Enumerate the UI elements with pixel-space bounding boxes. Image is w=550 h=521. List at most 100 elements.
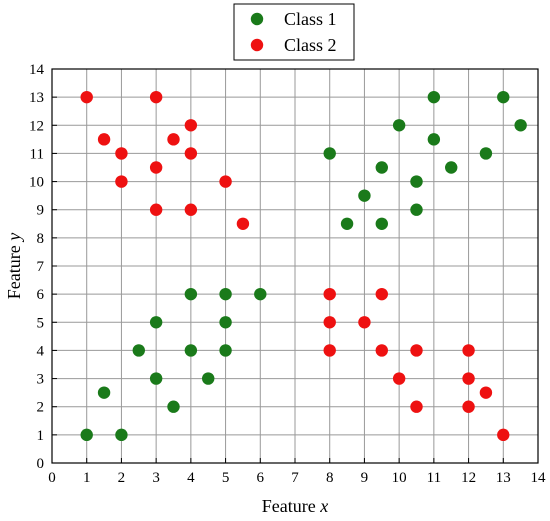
data-point-class-1 bbox=[427, 90, 441, 104]
y-tick-label: 1 bbox=[37, 428, 45, 444]
data-point-class-2 bbox=[323, 344, 336, 357]
x-tick-label: 0 bbox=[48, 470, 56, 486]
data-point-class-2 bbox=[410, 344, 423, 357]
data-point-class-1 bbox=[149, 316, 163, 329]
x-tick-label: 3 bbox=[152, 470, 160, 486]
data-point-class-1 bbox=[202, 372, 215, 385]
data-point-class-2 bbox=[184, 203, 198, 216]
x-tick-label: 13 bbox=[496, 470, 511, 486]
data-point-class-1 bbox=[132, 344, 145, 357]
data-point-class-1 bbox=[497, 90, 510, 104]
y-tick-label: 12 bbox=[29, 118, 44, 134]
x-tick-label: 10 bbox=[392, 470, 407, 486]
data-point-class-1 bbox=[445, 161, 458, 174]
data-point-class-2 bbox=[115, 147, 128, 160]
x-axis-title: Feature x bbox=[262, 496, 328, 516]
data-point-class-2 bbox=[410, 400, 423, 413]
data-point-class-1 bbox=[358, 189, 371, 202]
data-point-class-2 bbox=[236, 217, 250, 230]
legend-label-class-2: Class 2 bbox=[284, 35, 337, 55]
y-tick-label: 4 bbox=[37, 343, 45, 359]
y-axis-title-var: y bbox=[4, 233, 24, 243]
x-tick-label: 5 bbox=[222, 470, 230, 486]
y-tick-label: 13 bbox=[29, 90, 44, 106]
legend: Class 1 Class 2 bbox=[233, 3, 355, 61]
y-tick-label: 9 bbox=[37, 203, 45, 219]
data-point-class-1 bbox=[80, 428, 93, 442]
data-point-class-2 bbox=[97, 133, 111, 146]
data-point-class-1 bbox=[410, 175, 423, 188]
data-point-class-2 bbox=[184, 147, 198, 160]
data-point-class-2 bbox=[184, 119, 198, 132]
data-point-class-1 bbox=[340, 217, 354, 230]
data-points bbox=[80, 90, 527, 442]
y-tick-label: 11 bbox=[30, 146, 44, 162]
legend-box bbox=[233, 3, 355, 61]
data-point-class-1 bbox=[375, 161, 388, 174]
x-tick-label: 4 bbox=[187, 470, 195, 486]
data-point-class-2 bbox=[462, 400, 475, 413]
x-tick-label: 14 bbox=[531, 470, 547, 486]
x-tick-label: 1 bbox=[83, 470, 91, 486]
data-point-class-1 bbox=[410, 203, 423, 216]
y-tick-label: 5 bbox=[37, 315, 45, 331]
data-point-class-2 bbox=[149, 203, 163, 216]
data-point-class-1 bbox=[184, 344, 198, 357]
data-point-class-2 bbox=[80, 90, 93, 104]
y-tick-label: 10 bbox=[29, 175, 44, 191]
data-point-class-2 bbox=[219, 175, 232, 188]
data-point-class-2 bbox=[375, 287, 388, 301]
data-point-class-2 bbox=[375, 344, 388, 357]
data-point-class-1 bbox=[97, 386, 111, 399]
data-point-class-1 bbox=[375, 217, 388, 230]
data-point-class-1 bbox=[323, 147, 336, 160]
y-axis-title: Feature y bbox=[4, 233, 24, 299]
y-tick-label: 3 bbox=[37, 372, 45, 388]
data-point-class-1 bbox=[219, 344, 232, 357]
data-point-class-2 bbox=[462, 344, 475, 357]
data-point-class-2 bbox=[323, 287, 336, 301]
legend-marker-class-1 bbox=[250, 12, 264, 26]
x-axis-title-main: Feature bbox=[262, 496, 320, 516]
x-tick-label: 11 bbox=[427, 470, 441, 486]
data-point-class-1 bbox=[184, 287, 198, 301]
data-point-class-2 bbox=[323, 316, 336, 329]
data-point-class-1 bbox=[149, 372, 163, 385]
y-tick-label: 8 bbox=[37, 231, 45, 247]
data-point-class-2 bbox=[479, 386, 493, 399]
data-point-class-1 bbox=[514, 119, 527, 132]
data-point-class-1 bbox=[392, 119, 406, 132]
x-tick-label: 6 bbox=[257, 470, 265, 486]
x-tick-label: 12 bbox=[461, 470, 476, 486]
y-tick-label: 7 bbox=[37, 259, 45, 275]
data-point-class-1 bbox=[219, 287, 232, 301]
data-point-class-1 bbox=[427, 133, 441, 146]
y-tick-label: 0 bbox=[37, 456, 45, 472]
y-tick-label: 14 bbox=[29, 62, 45, 78]
data-point-class-2 bbox=[392, 372, 406, 385]
y-tick-label: 6 bbox=[37, 287, 45, 303]
data-point-class-1 bbox=[254, 287, 267, 301]
x-tick-label: 2 bbox=[118, 470, 126, 486]
data-point-class-1 bbox=[479, 147, 493, 160]
data-point-class-2 bbox=[167, 133, 180, 146]
data-point-class-2 bbox=[497, 428, 510, 442]
data-point-class-2 bbox=[358, 316, 371, 329]
data-point-class-1 bbox=[167, 400, 180, 413]
x-tick-label: 7 bbox=[291, 470, 299, 486]
data-point-class-1 bbox=[219, 316, 232, 329]
data-point-class-2 bbox=[149, 161, 163, 174]
x-tick-label: 9 bbox=[361, 470, 369, 486]
y-axis-title-main: Feature bbox=[4, 241, 24, 299]
data-point-class-2 bbox=[462, 372, 475, 385]
data-point-class-2 bbox=[115, 175, 128, 188]
legend-label-class-1: Class 1 bbox=[284, 9, 337, 29]
y-tick-label: 2 bbox=[37, 400, 45, 416]
x-axis-title-var: x bbox=[319, 496, 328, 516]
data-point-class-2 bbox=[149, 90, 163, 104]
data-point-class-1 bbox=[115, 428, 128, 442]
x-tick-label: 8 bbox=[326, 470, 334, 486]
legend-marker-class-2 bbox=[250, 38, 264, 52]
